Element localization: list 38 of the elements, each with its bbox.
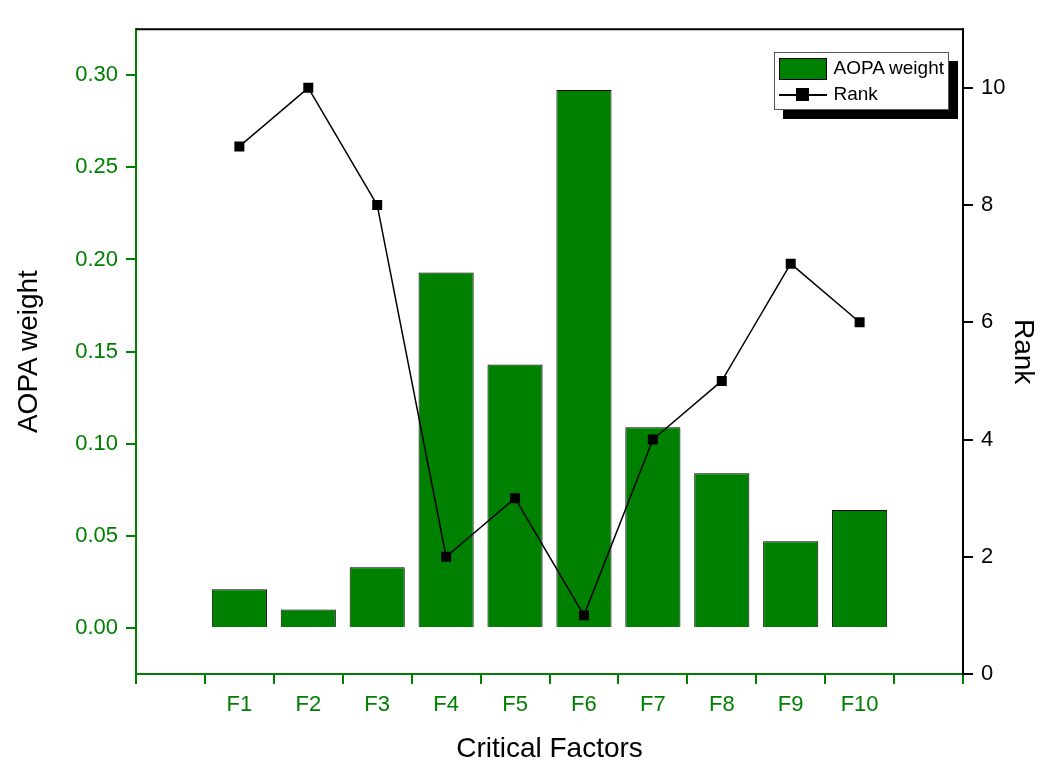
x-tick-label: F5 [502,691,528,717]
y-axis-title: AOPA weight [11,269,43,434]
y2-tick-label: 8 [981,191,994,217]
x-tick-label: F9 [777,691,804,717]
y-tick-label: 0.20 [75,245,118,271]
point [510,493,521,504]
x-tick-label: F7 [640,691,666,717]
y-tick-label: 0.15 [75,337,118,363]
y2-axis-title: Rank [1009,318,1041,386]
y2-tick-label: 0 [981,660,994,686]
point [647,434,658,445]
point [854,317,865,328]
point [441,551,452,562]
y-tick-label: 0.05 [75,521,118,547]
point [234,141,245,152]
point [785,258,796,269]
x-tick-label: F4 [433,691,459,717]
point [578,610,589,621]
x-tick-label: F10 [840,691,879,717]
point [372,200,383,211]
point [303,82,314,93]
x-tick-label: F2 [295,691,322,717]
y-tick-label: 0.10 [75,429,118,455]
y2-tick-label: 4 [981,425,994,451]
legend-label: AOPA weight [833,57,944,79]
y2-tick-label: 2 [981,542,994,568]
y-tick-label: 0.25 [75,153,118,179]
x-tick-label: F1 [226,691,253,717]
x-tick-label: F3 [364,691,391,717]
y-tick-label: 0.30 [75,61,118,87]
y-tick-label: 0.00 [75,614,118,640]
y2-tick-label: 6 [981,308,994,334]
point [716,375,727,386]
x-tick-label: F8 [708,691,735,717]
y2-tick-label: 10 [981,73,1006,99]
legend-label: Rank [833,83,878,105]
x-tick-label: F6 [571,691,597,717]
x-axis-title: Critical Factors [456,731,643,763]
